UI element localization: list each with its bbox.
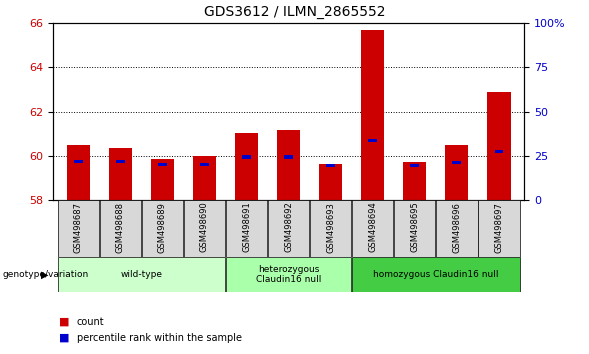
FancyBboxPatch shape bbox=[352, 200, 393, 257]
FancyBboxPatch shape bbox=[142, 200, 183, 257]
FancyBboxPatch shape bbox=[478, 200, 519, 257]
Bar bbox=[109, 148, 132, 200]
Text: GSM498690: GSM498690 bbox=[200, 202, 209, 252]
FancyBboxPatch shape bbox=[352, 257, 519, 292]
Bar bbox=[284, 155, 293, 159]
Bar bbox=[235, 132, 258, 200]
Text: homozygous Claudin16 null: homozygous Claudin16 null bbox=[373, 270, 499, 279]
FancyBboxPatch shape bbox=[184, 200, 225, 257]
Text: GSM498692: GSM498692 bbox=[284, 202, 293, 252]
Bar bbox=[445, 145, 468, 200]
Bar bbox=[67, 145, 90, 200]
Bar bbox=[74, 160, 82, 163]
Text: genotype/variation: genotype/variation bbox=[3, 270, 89, 279]
Text: GSM498697: GSM498697 bbox=[495, 202, 504, 253]
Bar bbox=[411, 164, 419, 167]
Text: GSM498689: GSM498689 bbox=[158, 202, 167, 253]
Bar bbox=[488, 92, 511, 200]
Text: GSM498694: GSM498694 bbox=[368, 202, 377, 252]
FancyBboxPatch shape bbox=[226, 200, 267, 257]
Text: ■: ■ bbox=[59, 333, 70, 343]
FancyBboxPatch shape bbox=[394, 200, 435, 257]
FancyBboxPatch shape bbox=[268, 200, 309, 257]
Bar bbox=[368, 139, 377, 142]
Bar bbox=[495, 150, 504, 153]
FancyBboxPatch shape bbox=[100, 200, 141, 257]
Text: GSM498688: GSM498688 bbox=[116, 202, 125, 253]
Text: GSM498695: GSM498695 bbox=[411, 202, 419, 252]
Text: wild-type: wild-type bbox=[120, 270, 163, 279]
Bar bbox=[158, 163, 167, 166]
FancyBboxPatch shape bbox=[436, 200, 478, 257]
Bar bbox=[151, 159, 174, 200]
Text: GSM498687: GSM498687 bbox=[74, 202, 82, 253]
Text: GDS3612 / ILMN_2865552: GDS3612 / ILMN_2865552 bbox=[204, 5, 385, 19]
Bar bbox=[200, 163, 209, 166]
Text: ■: ■ bbox=[59, 317, 70, 327]
Text: GSM498696: GSM498696 bbox=[452, 202, 461, 253]
Bar bbox=[326, 164, 335, 167]
FancyBboxPatch shape bbox=[58, 257, 225, 292]
Bar bbox=[452, 161, 461, 164]
Bar bbox=[116, 160, 125, 163]
Bar bbox=[242, 155, 251, 159]
Text: GSM498693: GSM498693 bbox=[326, 202, 335, 253]
Bar bbox=[193, 156, 216, 200]
Text: percentile rank within the sample: percentile rank within the sample bbox=[77, 333, 241, 343]
FancyBboxPatch shape bbox=[58, 200, 99, 257]
Text: ▶: ▶ bbox=[41, 269, 49, 279]
Text: heterozygous
Claudin16 null: heterozygous Claudin16 null bbox=[256, 265, 321, 284]
FancyBboxPatch shape bbox=[226, 257, 351, 292]
FancyBboxPatch shape bbox=[310, 200, 351, 257]
Text: count: count bbox=[77, 317, 104, 327]
Bar bbox=[277, 130, 300, 200]
Bar bbox=[361, 30, 385, 200]
Bar bbox=[403, 162, 426, 200]
Bar bbox=[319, 164, 342, 200]
Text: GSM498691: GSM498691 bbox=[242, 202, 251, 252]
